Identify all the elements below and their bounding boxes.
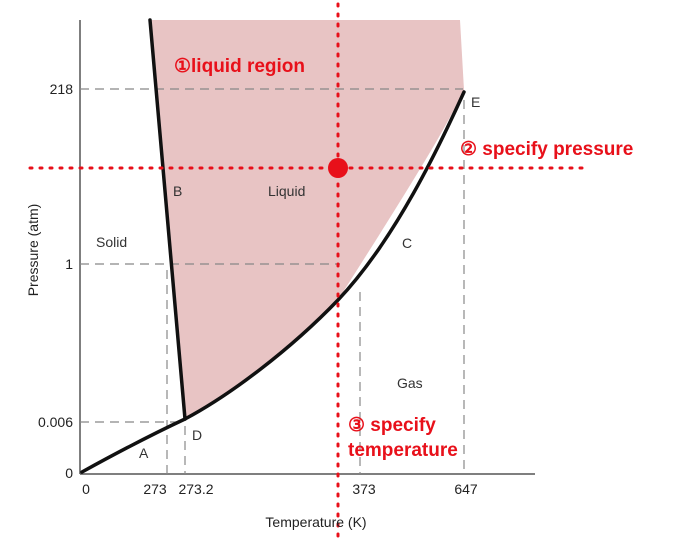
x-axis-label: Temperature (K): [265, 514, 366, 530]
annotation-liquid-region: ①liquid region: [174, 56, 305, 77]
annotation-specify-temperature-line1: ③ specify: [348, 415, 436, 436]
y-axis-label: Pressure (atm): [25, 204, 41, 297]
point-b-label: B: [173, 183, 182, 199]
point-a-label: A: [139, 445, 149, 461]
x-tick-273: 273: [143, 481, 167, 497]
x-tick-647: 647: [454, 481, 478, 497]
phase-boundaries: [80, 18, 466, 474]
selected-point: [328, 158, 348, 178]
melting-curve: [148, 18, 187, 421]
x-tick-2732: 273.2: [178, 481, 213, 497]
x-tick-0: 0: [82, 481, 90, 497]
selection-lines: [28, 2, 592, 538]
point-c-label: C: [402, 235, 412, 251]
vaporization-curve: [183, 90, 466, 421]
region-solid-label: Solid: [96, 234, 127, 250]
x-tick-373: 373: [352, 481, 376, 497]
y-tick-1: 1: [65, 256, 73, 272]
liquid-region-fill: [150, 20, 464, 419]
guide-lines: [80, 88, 465, 474]
annotation-specify-pressure: ② specify pressure: [460, 139, 633, 160]
point-d-label: D: [192, 427, 202, 443]
y-tick-0: 0: [65, 465, 73, 481]
annotation-specify-temperature-line2: temperature: [348, 440, 458, 461]
region-liquid-label: Liquid: [268, 183, 305, 199]
region-gas-label: Gas: [397, 375, 423, 391]
y-tick-218: 218: [50, 81, 74, 97]
point-e-label: E: [471, 94, 480, 110]
y-tick-0006: 0.006: [38, 414, 73, 430]
sublimation-curve: [80, 417, 187, 474]
